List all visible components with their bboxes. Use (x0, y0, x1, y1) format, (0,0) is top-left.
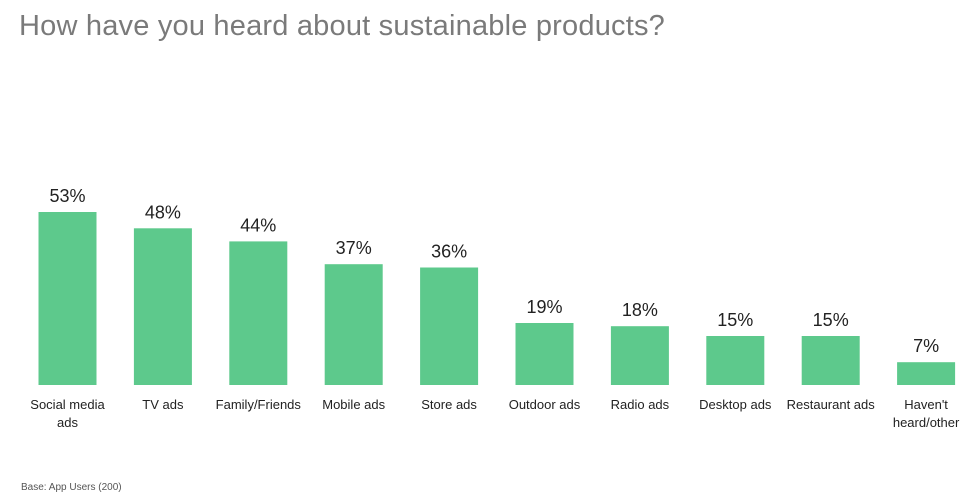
category-label-line: Desktop ads (699, 397, 772, 412)
value-label-8: 15% (813, 310, 849, 330)
bar-9 (897, 362, 956, 385)
bar-0 (38, 212, 97, 385)
value-label-5: 19% (526, 297, 562, 317)
category-label-line: Haven't (904, 397, 948, 412)
value-label-1: 48% (145, 202, 181, 222)
category-label-line: heard/other (893, 415, 960, 430)
bar-chart: 53% Social media ads 48% TV ads 44% Family/Fri… (30, 186, 960, 430)
footnote: Base: App Users (200) (21, 482, 122, 493)
category-label-6: Radio ads (611, 397, 670, 412)
category-label-5: Outdoor ads (509, 397, 581, 412)
category-label-8: Restaurant ads (787, 397, 876, 412)
value-label-9: 7% (913, 336, 939, 356)
category-label-line: Radio ads (611, 397, 670, 412)
value-label-4: 36% (431, 242, 467, 262)
category-label-line: ads (57, 415, 78, 430)
category-label-3: Mobile ads (322, 397, 385, 412)
category-label-0: Social media ads (30, 397, 105, 430)
category-label-line: TV ads (142, 397, 184, 412)
bar-7 (706, 336, 765, 385)
bar-6 (610, 326, 669, 385)
value-label-0: 53% (49, 186, 85, 206)
bar-3 (324, 264, 383, 385)
category-label-2: Family/Friends (216, 397, 302, 412)
chart-title: How have you heard about sustainable pro… (19, 10, 666, 42)
category-label-line: Family/Friends (216, 397, 302, 412)
category-label-1: TV ads (142, 397, 184, 412)
bar-1 (133, 228, 192, 385)
category-label-9: Haven't heard/other (893, 397, 960, 430)
value-label-2: 44% (240, 215, 276, 235)
value-label-7: 15% (717, 310, 753, 330)
value-label-3: 37% (336, 238, 372, 258)
category-label-line: Restaurant ads (787, 397, 876, 412)
value-label-6: 18% (622, 300, 658, 320)
category-label-4: Store ads (421, 397, 477, 412)
category-label-line: Store ads (421, 397, 477, 412)
category-label-line: Mobile ads (322, 397, 385, 412)
bar-2 (229, 241, 288, 385)
bar-4 (420, 267, 479, 385)
bar-5 (515, 323, 574, 385)
category-label-line: Outdoor ads (509, 397, 581, 412)
category-label-line: Social media (30, 397, 105, 412)
category-label-7: Desktop ads (699, 397, 772, 412)
bar-8 (801, 336, 860, 385)
